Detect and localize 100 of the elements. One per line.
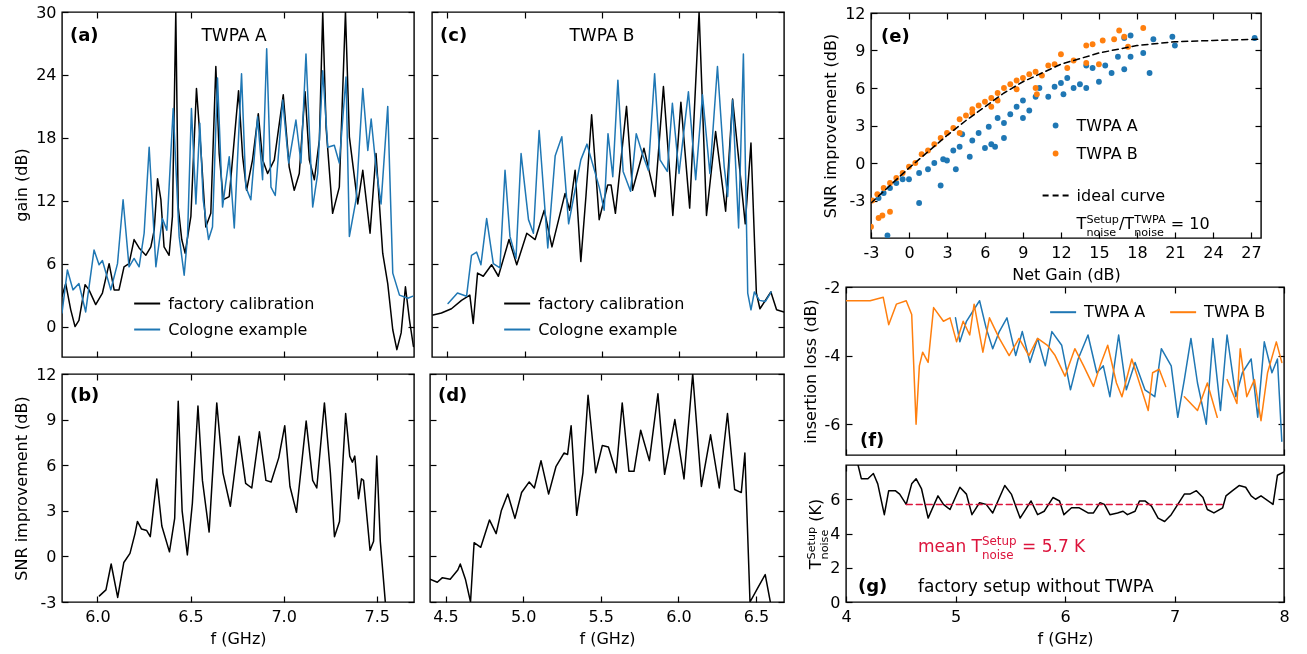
x-tick-label: 5.5 bbox=[588, 606, 615, 626]
point bbox=[1140, 25, 1147, 31]
point bbox=[1058, 51, 1064, 58]
x-tick-label: 24 bbox=[1203, 242, 1224, 262]
point bbox=[994, 115, 1001, 121]
x-tick-label: 3 bbox=[942, 242, 953, 262]
annotation: (d) bbox=[438, 384, 468, 405]
point bbox=[925, 166, 931, 173]
legend-label: TWPA B bbox=[1075, 143, 1138, 163]
point bbox=[1013, 77, 1020, 84]
legend-label: factory calibration bbox=[538, 293, 685, 313]
y-tick-label: -3 bbox=[849, 191, 866, 210]
y-tick-label: 3 bbox=[46, 501, 57, 521]
annotation: (b) bbox=[70, 384, 100, 405]
point bbox=[994, 90, 1001, 96]
point bbox=[887, 208, 893, 215]
line-series bbox=[954, 299, 1283, 443]
point bbox=[975, 102, 982, 109]
point bbox=[1007, 81, 1014, 88]
y-tick-label: 0 bbox=[46, 317, 57, 337]
point bbox=[937, 182, 944, 189]
point bbox=[1169, 33, 1176, 40]
point bbox=[1127, 32, 1134, 39]
x-tick-label: 6.5 bbox=[743, 606, 770, 626]
annotation: (g) bbox=[858, 575, 888, 596]
point bbox=[931, 160, 938, 166]
point bbox=[1001, 135, 1007, 141]
y-tick-label: 12 bbox=[845, 3, 866, 23]
point bbox=[1099, 37, 1106, 44]
point bbox=[1150, 36, 1157, 43]
x-tick-label: 9 bbox=[1018, 242, 1029, 262]
annotation: (a) bbox=[70, 24, 99, 45]
y-axis-title: insertion loss (dB) bbox=[800, 299, 820, 444]
legend-label: TWPA A bbox=[1075, 115, 1138, 135]
x-tick-label: 0 bbox=[904, 242, 915, 262]
y-tick-label: 6 bbox=[830, 489, 841, 509]
point bbox=[975, 130, 982, 136]
y-tick-label: -6 bbox=[824, 414, 841, 434]
point bbox=[1051, 83, 1058, 90]
point bbox=[956, 143, 963, 150]
x-tick-label: 18 bbox=[1127, 242, 1148, 262]
point bbox=[1001, 120, 1007, 126]
annotation: TWPA B bbox=[568, 25, 635, 45]
point bbox=[1115, 53, 1121, 60]
line-series bbox=[62, 47, 414, 314]
point bbox=[982, 145, 988, 151]
point bbox=[992, 143, 999, 150]
y-axis-title: SNR improvement (dB) bbox=[821, 33, 841, 219]
x-tick-label: 5.0 bbox=[510, 606, 537, 626]
point bbox=[1064, 65, 1071, 71]
annotation: (f) bbox=[860, 429, 885, 450]
x-tick-label: 6.0 bbox=[666, 606, 692, 626]
y-tick-label: -2 bbox=[824, 277, 841, 297]
point bbox=[985, 123, 992, 130]
y-tick-label: 18 bbox=[36, 128, 57, 148]
point bbox=[899, 176, 906, 183]
point bbox=[1096, 78, 1102, 85]
y-tick-label: 3 bbox=[855, 116, 866, 135]
point bbox=[1121, 66, 1128, 73]
point bbox=[1064, 75, 1071, 81]
point bbox=[1007, 111, 1014, 118]
point bbox=[988, 95, 995, 101]
point bbox=[988, 103, 995, 110]
y-tick-label: 9 bbox=[855, 41, 866, 60]
x-axis-title: f (GHz) bbox=[1037, 628, 1094, 648]
x-tick-label: 8 bbox=[1279, 606, 1290, 626]
point bbox=[906, 176, 912, 183]
legend-label: ideal curve T$^{Setup}$$_{noise}$/T$^{TWPA}$$_{noise}$ = 10 bbox=[1075, 185, 1210, 238]
x-tick-label: 7.0 bbox=[271, 606, 297, 626]
point bbox=[1058, 80, 1064, 86]
point bbox=[963, 112, 969, 119]
point bbox=[1032, 68, 1039, 75]
x-tick-label: 5 bbox=[950, 606, 962, 626]
x-tick-label: 4.5 bbox=[433, 606, 459, 626]
x-axis-title: f (GHz) bbox=[579, 628, 636, 648]
annotation: factory setup without TWPA bbox=[918, 576, 1154, 596]
x-tick-label: 12 bbox=[1051, 242, 1072, 262]
point bbox=[1060, 91, 1067, 98]
annotation: (c) bbox=[440, 24, 468, 45]
point bbox=[1001, 85, 1007, 91]
point bbox=[1089, 65, 1096, 71]
y-tick-label: 6 bbox=[855, 78, 866, 98]
y-tick-label: -4 bbox=[824, 346, 841, 366]
legend-label: TWPA A bbox=[1083, 302, 1146, 322]
y-tick-label: -3 bbox=[40, 592, 57, 612]
x-tick-label: 6.0 bbox=[85, 606, 111, 626]
point bbox=[1127, 53, 1134, 60]
point bbox=[1089, 41, 1096, 48]
point bbox=[988, 141, 995, 148]
point bbox=[952, 166, 959, 173]
annotation: (e) bbox=[881, 25, 910, 46]
point bbox=[944, 157, 950, 164]
x-axis-title: Net Gain (dB) bbox=[1012, 264, 1121, 284]
point bbox=[1020, 97, 1026, 104]
x-tick-label: 6.5 bbox=[178, 606, 204, 626]
point bbox=[884, 232, 891, 238]
annotation: mean T$^{Setup}$$_{noise}$ = 5.7 K bbox=[918, 534, 1087, 562]
point bbox=[1083, 42, 1090, 49]
point bbox=[966, 153, 973, 160]
point bbox=[916, 200, 923, 206]
